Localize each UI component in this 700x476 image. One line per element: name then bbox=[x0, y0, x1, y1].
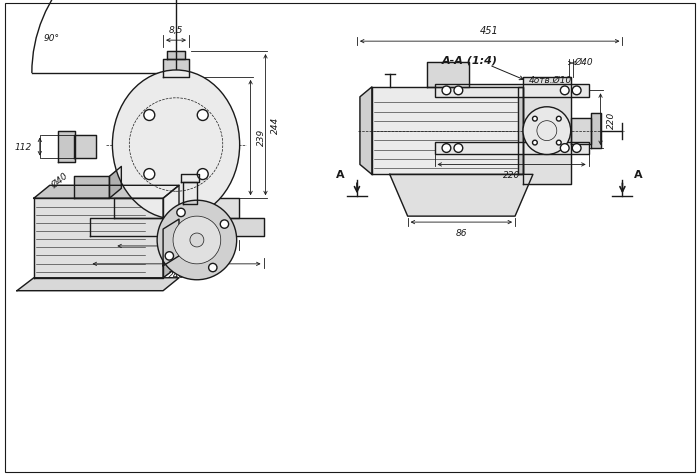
Polygon shape bbox=[426, 63, 469, 88]
Text: A: A bbox=[337, 170, 345, 180]
Circle shape bbox=[454, 87, 463, 96]
Text: 220: 220 bbox=[606, 111, 615, 129]
Text: 244: 244 bbox=[272, 117, 281, 134]
Polygon shape bbox=[523, 78, 570, 185]
Text: Ø40: Ø40 bbox=[50, 171, 70, 190]
Polygon shape bbox=[591, 114, 601, 149]
Circle shape bbox=[556, 141, 561, 146]
Polygon shape bbox=[114, 199, 239, 218]
Circle shape bbox=[220, 220, 229, 229]
Bar bbox=[435, 142, 589, 155]
Polygon shape bbox=[17, 278, 179, 291]
Polygon shape bbox=[163, 219, 179, 266]
Circle shape bbox=[165, 252, 174, 260]
Polygon shape bbox=[167, 52, 185, 60]
Polygon shape bbox=[74, 177, 109, 199]
Circle shape bbox=[177, 209, 186, 217]
Text: 8,5: 8,5 bbox=[169, 26, 183, 35]
Text: 119: 119 bbox=[168, 252, 185, 261]
Circle shape bbox=[144, 110, 155, 121]
Circle shape bbox=[197, 110, 208, 121]
Circle shape bbox=[523, 108, 570, 155]
Text: Ø40: Ø40 bbox=[575, 58, 594, 66]
Polygon shape bbox=[74, 135, 97, 159]
Circle shape bbox=[533, 141, 538, 146]
Text: 90°: 90° bbox=[43, 34, 60, 42]
Text: 112: 112 bbox=[15, 143, 32, 152]
Text: 4отв.Ø10: 4отв.Ø10 bbox=[529, 75, 572, 84]
Circle shape bbox=[533, 117, 538, 122]
Text: 86: 86 bbox=[456, 228, 467, 238]
Polygon shape bbox=[57, 131, 75, 163]
Circle shape bbox=[144, 169, 155, 180]
Polygon shape bbox=[109, 167, 121, 199]
Text: A: A bbox=[634, 170, 643, 180]
Circle shape bbox=[454, 144, 463, 153]
Text: 220: 220 bbox=[503, 171, 520, 180]
Circle shape bbox=[209, 264, 217, 272]
Circle shape bbox=[173, 217, 220, 264]
Text: 451: 451 bbox=[480, 26, 499, 36]
Polygon shape bbox=[34, 186, 179, 199]
Circle shape bbox=[190, 234, 204, 248]
Circle shape bbox=[556, 117, 561, 122]
Polygon shape bbox=[360, 88, 372, 175]
Text: 239: 239 bbox=[256, 129, 265, 146]
Ellipse shape bbox=[113, 71, 239, 219]
Polygon shape bbox=[34, 199, 163, 278]
Circle shape bbox=[573, 144, 581, 153]
Circle shape bbox=[442, 144, 451, 153]
Polygon shape bbox=[90, 218, 263, 237]
Polygon shape bbox=[518, 88, 523, 175]
Circle shape bbox=[561, 87, 569, 96]
Polygon shape bbox=[570, 118, 591, 144]
Circle shape bbox=[442, 87, 451, 96]
Circle shape bbox=[157, 201, 237, 280]
Polygon shape bbox=[163, 186, 179, 278]
Text: 246: 246 bbox=[168, 270, 185, 279]
Bar bbox=[435, 85, 589, 98]
Text: A-A (1:4): A-A (1:4) bbox=[442, 55, 498, 65]
Polygon shape bbox=[183, 183, 197, 205]
Polygon shape bbox=[390, 175, 533, 217]
Circle shape bbox=[197, 169, 208, 180]
Circle shape bbox=[573, 87, 581, 96]
Polygon shape bbox=[163, 60, 189, 78]
Polygon shape bbox=[181, 175, 199, 183]
Circle shape bbox=[561, 144, 569, 153]
Polygon shape bbox=[372, 88, 523, 175]
